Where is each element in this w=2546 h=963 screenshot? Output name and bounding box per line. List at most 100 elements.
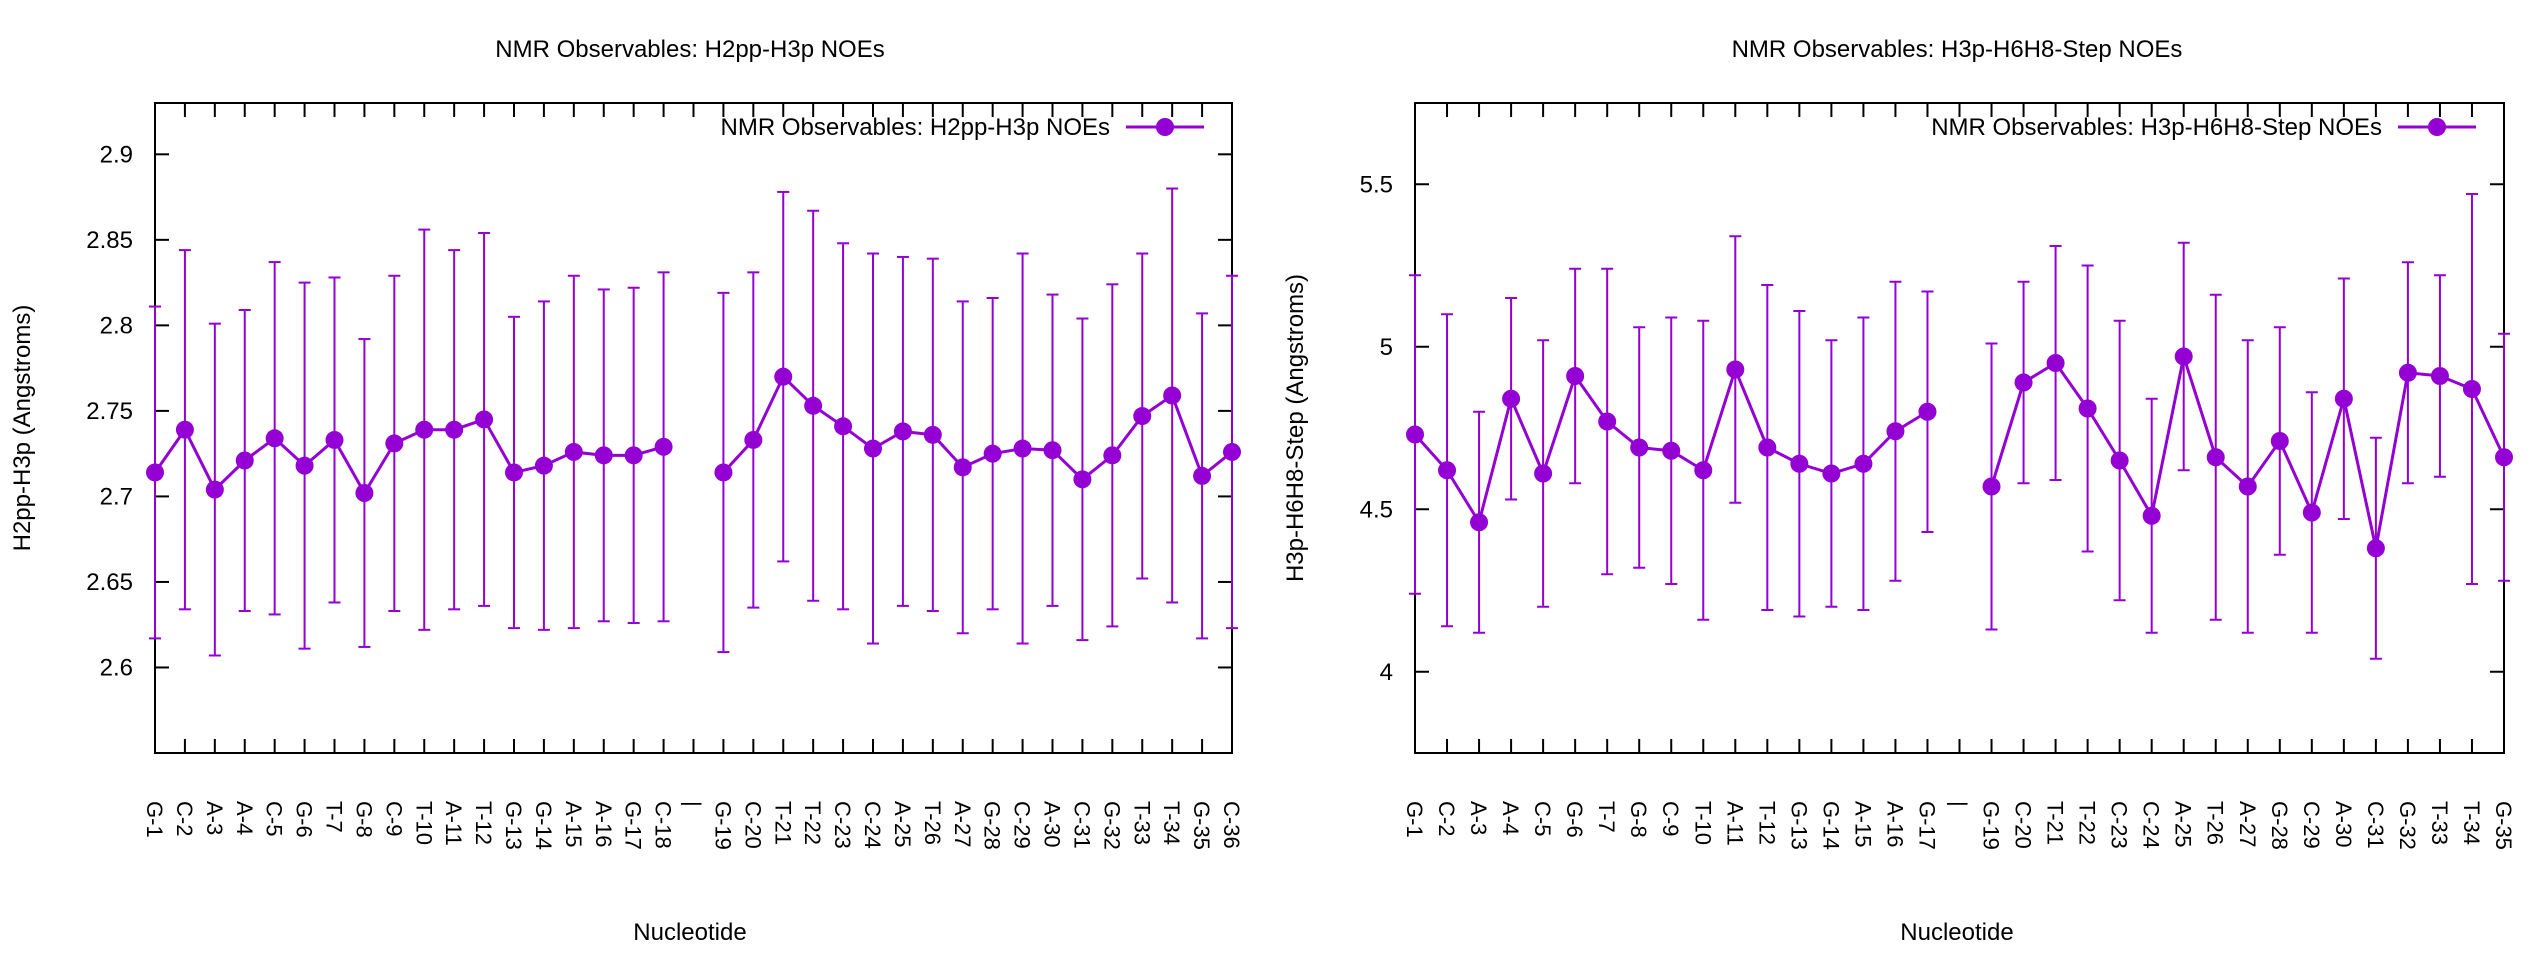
- x-tick-label: T-26: [2203, 801, 2228, 845]
- y-tick-label: 2.6: [100, 654, 133, 681]
- data-point: [2270, 432, 2289, 450]
- data-point: [175, 420, 194, 439]
- data-point: [2046, 354, 2065, 372]
- data-point: [1790, 454, 1809, 473]
- x-tick-label: C-31: [1069, 801, 1094, 849]
- x-tick-label: C-29: [1010, 801, 1035, 849]
- x-tick-label: T-12: [1754, 801, 1779, 845]
- data-point: [2014, 373, 2033, 392]
- x-tick-label: A-25: [890, 801, 915, 847]
- x-tick-label: T-12: [471, 801, 496, 845]
- data-point: [1726, 360, 1745, 379]
- data-point: [1193, 466, 1212, 485]
- x-tick-label: C-2: [1434, 801, 1459, 836]
- x-tick-label: A-3: [1466, 801, 1491, 835]
- data-point: [1854, 454, 1873, 473]
- x-tick-label: T-10: [1690, 801, 1715, 845]
- legend-marker: [1156, 118, 1174, 136]
- x-tick-label: G-35: [2491, 801, 2516, 850]
- data-point: [2302, 503, 2321, 522]
- data-point: [1013, 439, 1032, 458]
- x-tick-label: A-30: [2331, 801, 2356, 847]
- data-point: [2238, 477, 2257, 496]
- x-tick-label: |: [681, 801, 706, 807]
- data-point: [1694, 461, 1713, 480]
- x-tick-label: G-6: [1562, 801, 1587, 838]
- data-point: [2174, 347, 2193, 366]
- x-tick-label: A-30: [1040, 801, 1065, 847]
- x-tick-label: A-27: [2235, 801, 2260, 847]
- legend-label: NMR Observables: H2pp-H3p NOEs: [721, 114, 1110, 141]
- x-tick-label: A-11: [441, 801, 466, 846]
- data-point: [864, 439, 882, 458]
- x-tick-label: C-23: [2107, 801, 2132, 849]
- x-tick-label: C-2: [172, 801, 197, 836]
- x-tick-label: A-16: [591, 801, 616, 847]
- x-tick-label: C-31: [2363, 801, 2388, 849]
- x-tick-label: A-4: [1498, 801, 1523, 835]
- x-tick-label: G-1: [142, 801, 167, 838]
- data-point: [235, 451, 254, 470]
- data-point: [1073, 470, 1092, 489]
- x-tick-label: G-17: [621, 801, 646, 850]
- x-tick-label: A-15: [561, 801, 586, 847]
- data-point: [2495, 448, 2513, 467]
- data-point: [325, 430, 344, 449]
- data-point: [355, 484, 374, 502]
- data-point: [1662, 441, 1681, 460]
- x-tick-label: T-26: [920, 801, 945, 845]
- chart-title: NMR Observables: H2pp-H3p NOEs: [495, 36, 884, 63]
- data-point: [2398, 363, 2417, 382]
- data-point: [1103, 446, 1122, 465]
- y-tick-label: 2.7: [100, 483, 133, 510]
- data-point: [594, 446, 613, 465]
- data-point: [1043, 441, 1062, 460]
- data-point: [2430, 367, 2449, 385]
- y-tick-label: 4: [1380, 659, 1393, 686]
- data-point: [505, 463, 523, 482]
- chart-panel-left: NMR Observables: H2pp-H3p NOEs 2.6 2.65 2.7…: [9, 36, 1244, 946]
- y-tick-label: 2.9: [100, 141, 133, 168]
- data-point: [534, 456, 553, 475]
- plot-frame: [154, 102, 1233, 754]
- x-tick-label: G-28: [2267, 801, 2292, 850]
- data-point: [2366, 539, 2385, 558]
- x-tick-label: T-21: [770, 801, 795, 845]
- data-point: [774, 367, 793, 386]
- data-point: [2462, 380, 2481, 398]
- x-tick-label: C-18: [651, 801, 676, 849]
- data-point: [295, 456, 314, 475]
- data-point: [2334, 389, 2353, 408]
- y-tick-label: 2.75: [86, 398, 133, 425]
- x-tick-label: C-20: [740, 801, 765, 849]
- x-tick-label: G-19: [1979, 801, 2004, 850]
- y-axis-label: H2pp-H3p (Angstroms): [9, 305, 36, 552]
- x-tick-label: C-36: [1219, 801, 1244, 849]
- x-tick-label: G-32: [1099, 801, 1124, 850]
- x-tick-label: T-33: [2427, 801, 2452, 845]
- chart-panel-right: NMR Observables: H3p-H6H8-Step NOEs 4 4.5 5…: [1282, 36, 2516, 946]
- x-tick-label: A-16: [1882, 801, 1907, 847]
- y-tick-label: 4.5: [1360, 496, 1393, 523]
- data-point: [654, 437, 673, 456]
- x-tick-label: C-9: [381, 801, 406, 836]
- x-tick-label: T-33: [1129, 801, 1154, 845]
- data-point: [564, 442, 583, 461]
- data-point: [983, 444, 1002, 463]
- x-tick-label: G-14: [531, 801, 556, 850]
- data-point: [953, 458, 972, 477]
- x-tick-label: C-23: [830, 801, 855, 849]
- x-tick-label: A-11: [1722, 801, 1747, 846]
- x-tick-label: G-19: [710, 801, 735, 850]
- data-point: [893, 422, 912, 441]
- x-tick-label: G-28: [980, 801, 1005, 850]
- x-tick-label: A-27: [950, 801, 975, 847]
- legend-marker: [2428, 118, 2446, 136]
- x-tick-label: T-22: [800, 801, 825, 845]
- x-tick-label: |: [1947, 801, 1972, 807]
- data-point: [1822, 464, 1841, 483]
- data-point: [2206, 448, 2225, 467]
- x-tick-label: G-35: [1189, 801, 1214, 850]
- data-point: [265, 429, 284, 448]
